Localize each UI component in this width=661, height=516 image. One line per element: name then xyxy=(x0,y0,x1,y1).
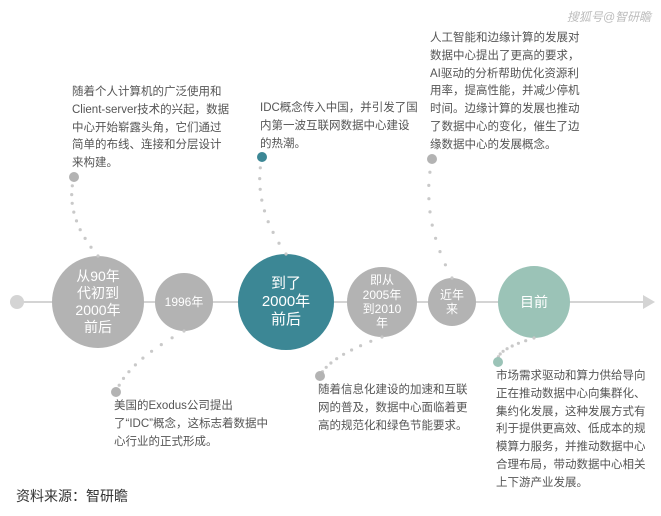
node-label: 到了2000年前后 xyxy=(258,275,314,329)
timeline-node-n5: 近年来 xyxy=(428,278,476,326)
axis-start-dot xyxy=(10,295,24,309)
connector-end-dot xyxy=(111,387,121,397)
connector-end-dot xyxy=(315,371,325,381)
desc-n2: 美国的Exodus公司提出了“IDC”概念，这标志着数据中心行业的正式形成。 xyxy=(114,398,274,451)
axis-arrow-icon xyxy=(643,295,655,309)
watermark: 搜狐号@智研瞻 xyxy=(567,8,651,25)
node-label: 目前 xyxy=(516,294,552,311)
timeline-node-n4: 即从2005年到2010年 xyxy=(347,267,417,337)
desc-n3: IDC概念传入中国，并引发了国内第一波互联网数据中心建设的热潮。 xyxy=(260,100,420,153)
connector-end-dot xyxy=(493,357,503,367)
node-label: 1996年 xyxy=(161,295,208,309)
source-credit: 资料来源：智研瞻 xyxy=(16,486,128,506)
timeline-node-n2: 1996年 xyxy=(155,273,213,331)
timeline-node-n6: 目前 xyxy=(498,266,570,338)
desc-n6: 市场需求驱动和算力供给导向正在推动数据中心向集群化、集约化发展，这种发展方式有利… xyxy=(496,368,654,493)
desc-n1: 随着个人计算机的广泛使用和Client-server技术的兴起，数据中心开始崭露… xyxy=(72,84,232,173)
node-label: 从90年代初到2000年前后 xyxy=(71,268,124,335)
connector-end-dot xyxy=(427,154,437,164)
connector-end-dot xyxy=(69,172,79,182)
connector-end-dot xyxy=(257,152,267,162)
desc-n5: 人工智能和边缘计算的发展对数据中心提出了更高的要求，AI驱动的分析帮助优化资源利… xyxy=(430,30,590,155)
node-label: 近年来 xyxy=(436,288,468,317)
timeline-node-n1: 从90年代初到2000年前后 xyxy=(52,256,144,348)
node-label: 即从2005年到2010年 xyxy=(359,273,406,331)
desc-n4: 随着信息化建设的加速和互联网的普及，数据中心面临着更高的规范化和绿色节能要求。 xyxy=(318,382,478,435)
timeline-node-n3: 到了2000年前后 xyxy=(238,254,334,350)
